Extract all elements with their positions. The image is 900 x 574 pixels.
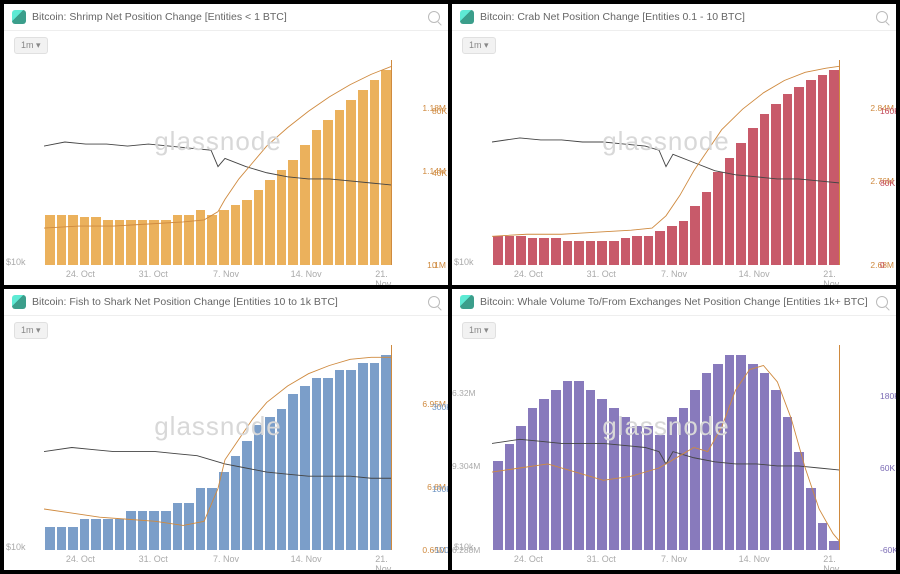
- chart-panel-shrimp: Bitcoin: Shrimp Net Position Change [Ent…: [4, 4, 448, 285]
- price-line: [44, 142, 392, 185]
- x-tick-label: 24. Oct: [514, 269, 543, 279]
- x-tick-label: 7. Nov: [213, 554, 239, 564]
- x-tick-label: 31. Oct: [587, 554, 616, 564]
- x-tick-label: 21. Nov: [375, 554, 397, 570]
- right-axis-labels: 1.18M1.14M1.1M: [410, 56, 446, 265]
- lines-svg: [44, 345, 392, 550]
- x-tick-label: 24. Oct: [66, 269, 95, 279]
- axis-tick-label: -60K: [880, 545, 896, 555]
- right-axis-line: [839, 345, 840, 550]
- range-row: 1m ▾: [4, 316, 448, 341]
- panel-header: Bitcoin: Crab Net Position Change [Entit…: [452, 4, 896, 31]
- range-selector[interactable]: 1m ▾: [462, 37, 496, 54]
- x-tick-label: 31. Oct: [139, 269, 168, 279]
- lines-svg: [44, 60, 392, 265]
- x-tick-label: 21. Nov: [375, 269, 397, 285]
- axis-tick-label: 0: [432, 260, 437, 270]
- chart-area[interactable]: glassnode: [44, 345, 392, 550]
- x-tick-label: 7. Nov: [213, 269, 239, 279]
- right-axis-line: [391, 60, 392, 265]
- x-axis-labels: 24. Oct 31. Oct 7. Nov 14. Nov 21. Nov: [492, 554, 856, 568]
- chart-panel-crab: Bitcoin: Crab Net Position Change [Entit…: [452, 4, 896, 285]
- chart-panel-whale: Bitcoin: Whale Volume To/From Exchanges …: [452, 289, 896, 570]
- range-selector[interactable]: 1m ▾: [14, 37, 48, 54]
- axis-tick-label: 80K: [880, 178, 895, 188]
- x-axis-labels: 24. Oct 31. Oct 7. Nov 14. Nov 21. Nov: [44, 269, 408, 283]
- x-tick-label: 14. Nov: [739, 554, 770, 564]
- glassnode-logo-icon: [460, 10, 474, 24]
- lines-svg: [492, 345, 840, 550]
- range-row: 1m ▾: [4, 31, 448, 56]
- axis-tick-label: 6.32M: [452, 388, 476, 398]
- x-tick-label: 31. Oct: [587, 269, 616, 279]
- panel-header: Bitcoin: Fish to Shark Net Position Chan…: [4, 289, 448, 316]
- x-tick-label: 14. Nov: [291, 269, 322, 279]
- axis-tick-label: 160K: [880, 106, 896, 116]
- x-axis-labels: 24. Oct 31. Oct 7. Nov 14. Nov 21. Nov: [44, 554, 408, 568]
- chart-wrap: glassnode $10k 2.84M2.76M2.68M160K 80K 0 24. …: [452, 56, 896, 285]
- price-line: [44, 448, 392, 479]
- range-selector[interactable]: 1m ▾: [14, 322, 48, 339]
- range-row: 1m ▾: [452, 316, 896, 341]
- panel-header: Bitcoin: Shrimp Net Position Change [Ent…: [4, 4, 448, 31]
- chart-panel-fish: Bitcoin: Fish to Shark Net Position Chan…: [4, 289, 448, 570]
- metric-line: [492, 66, 840, 236]
- right-axis-line: [391, 345, 392, 550]
- price-line: [492, 439, 840, 470]
- metric-line: [492, 366, 840, 542]
- glassnode-logo-icon: [460, 295, 474, 309]
- x-tick-label: 7. Nov: [661, 554, 687, 564]
- chart-area[interactable]: glassnode: [492, 345, 840, 550]
- glassnode-logo-icon: [12, 10, 26, 24]
- panel-title: Bitcoin: Crab Net Position Change [Entit…: [480, 11, 870, 23]
- axis-tick-label: 180K: [880, 391, 896, 401]
- axis-tick-label: -100K: [432, 545, 448, 555]
- chart-wrap: glassnode $10k 1.18M1.14M1.1M80K 40K 0 24. Oc…: [4, 56, 448, 285]
- chart-wrap: glassnode$10k6.32M9.304M6.288M180K60K-60…: [452, 341, 896, 570]
- x-tick-label: 21. Nov: [823, 269, 845, 285]
- range-row: 1m ▾: [452, 31, 896, 56]
- panel-title: Bitcoin: Fish to Shark Net Position Chan…: [32, 296, 422, 308]
- zoom-icon[interactable]: [428, 11, 440, 23]
- axis-tick-label: 80K: [432, 106, 447, 116]
- metric-line: [44, 357, 392, 525]
- zoom-icon[interactable]: [876, 296, 888, 308]
- x-tick-label: 21. Nov: [823, 554, 845, 570]
- left-axis-labels: 6.32M9.304M6.288M: [452, 341, 488, 550]
- y-left-label: $10k: [454, 257, 474, 267]
- panel-title: Bitcoin: Shrimp Net Position Change [Ent…: [32, 11, 422, 23]
- x-tick-label: 24. Oct: [66, 554, 95, 564]
- x-tick-label: 14. Nov: [291, 554, 322, 564]
- x-tick-label: 24. Oct: [514, 554, 543, 564]
- x-axis-labels: 24. Oct 31. Oct 7. Nov 14. Nov 21. Nov: [492, 269, 856, 283]
- glassnode-logo-icon: [12, 295, 26, 309]
- axis-tick-label: 60K: [880, 463, 895, 473]
- panel-title: Bitcoin: Whale Volume To/From Exchanges …: [480, 296, 870, 308]
- right-axis-line: [839, 60, 840, 265]
- x-tick-label: 31. Oct: [139, 554, 168, 564]
- zoom-icon[interactable]: [428, 296, 440, 308]
- panel-header: Bitcoin: Whale Volume To/From Exchanges …: [452, 289, 896, 316]
- y-left-label: $10k: [6, 542, 26, 552]
- axis-tick-label: 40K: [432, 168, 447, 178]
- axis-tick-label: 300K: [432, 402, 448, 412]
- range-selector[interactable]: 1m ▾: [462, 322, 496, 339]
- price-line: [492, 138, 840, 183]
- zoom-icon[interactable]: [876, 11, 888, 23]
- axis-tick-label: 9.304M: [452, 461, 480, 471]
- x-tick-label: 7. Nov: [661, 269, 687, 279]
- axis-tick-label: 100K: [432, 484, 448, 494]
- y-left-label: $10k: [6, 257, 26, 267]
- right-axis-labels: 6.95M6.8M0.65M: [410, 341, 446, 550]
- chart-wrap: glassnode $10k 6.95M6.8M0.65M300K 100K -100K…: [4, 341, 448, 570]
- dashboard-grid: Bitcoin: Shrimp Net Position Change [Ent…: [0, 0, 900, 574]
- axis-tick-label: 6.288M: [452, 545, 480, 555]
- right-axis-labels: 2.84M2.76M2.68M: [858, 56, 894, 265]
- chart-area[interactable]: glassnode: [44, 60, 392, 265]
- lines-svg: [492, 60, 840, 265]
- chart-area[interactable]: glassnode: [492, 60, 840, 265]
- axis-tick-label: 0: [880, 260, 885, 270]
- x-tick-label: 14. Nov: [739, 269, 770, 279]
- metric-line: [44, 66, 392, 228]
